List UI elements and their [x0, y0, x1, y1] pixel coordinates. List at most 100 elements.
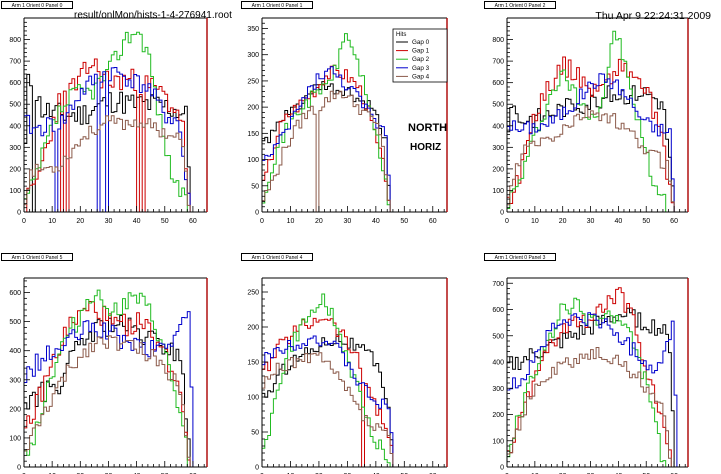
- y-tick-label: 600: [9, 290, 21, 297]
- panel-title-box: [1, 1, 73, 9]
- x-tick-label: 40: [614, 218, 622, 225]
- panel-title: Arm 1 Orient 0 Panel 0: [12, 3, 63, 9]
- series-line-gap-1: [507, 56, 680, 212]
- x-tick-label: 60: [189, 218, 197, 225]
- series-line-gap-1: [262, 317, 394, 467]
- y-tick-label: 100: [247, 157, 259, 164]
- x-tick-label: 50: [161, 218, 169, 225]
- series-line-gap-4: [262, 352, 394, 467]
- series-line-gap-0: [507, 85, 680, 212]
- y-tick-label: 300: [247, 52, 259, 59]
- y-tick-label: 200: [247, 325, 259, 332]
- x-tick-label: 60: [670, 218, 678, 225]
- legend-entry: Gap 4: [412, 73, 430, 80]
- y-tick-label: 700: [492, 281, 504, 288]
- series-line-gap-4: [24, 115, 199, 212]
- x-tick-label: 50: [400, 218, 408, 225]
- series-line-gap-3: [24, 311, 199, 467]
- y-tick-label: 600: [492, 80, 504, 87]
- y-tick-label: 250: [247, 78, 259, 85]
- series-line-gap-3: [262, 335, 394, 467]
- y-tick-label: 400: [9, 123, 21, 130]
- x-tick-label: 30: [343, 218, 351, 225]
- x-tick-label: 20: [76, 218, 84, 225]
- y-tick-label: 300: [492, 386, 504, 393]
- x-tick-label: 30: [105, 218, 113, 225]
- x-tick-label: 0: [260, 218, 264, 225]
- y-tick-label: 400: [492, 123, 504, 130]
- y-tick-label: 500: [9, 102, 21, 109]
- panel-title-box: [484, 253, 556, 261]
- series-group: [262, 33, 393, 212]
- legend-box: [392, 28, 448, 83]
- legend-entry: Gap 0: [412, 39, 430, 46]
- series-group: [507, 287, 680, 467]
- y-tick-label: 0: [255, 465, 259, 472]
- legend-entry: Gap 3: [412, 65, 430, 72]
- timestamp: Thu Apr 9 22:24:31 2009: [595, 10, 711, 22]
- series-line-gap-0: [24, 315, 199, 467]
- x-tick-label: 0: [505, 218, 509, 225]
- series-line-gap-3: [507, 312, 680, 467]
- y-tick-label: 800: [9, 37, 21, 44]
- panel-title-box: [241, 1, 313, 9]
- y-tick-label: 150: [247, 360, 259, 367]
- series-line-gap-4: [507, 347, 680, 467]
- y-tick-label: 50: [251, 183, 259, 190]
- y-tick-label: 200: [492, 166, 504, 173]
- panel-title: Arm 1 Orient 0 Panel 4: [252, 255, 303, 261]
- y-tick-label: 500: [492, 333, 504, 340]
- y-tick-label: 50: [251, 430, 259, 437]
- y-tick-label: 100: [247, 395, 259, 402]
- series-line-gap-2: [262, 293, 393, 467]
- y-tick-label: 700: [9, 59, 21, 66]
- x-tick-label: 20: [315, 218, 323, 225]
- y-tick-label: 500: [9, 319, 21, 326]
- y-tick-label: 200: [247, 105, 259, 112]
- hist-panel: Arm 1 Orient 0 Panel 0 0 10 20 30 40 50 600 100 2…: [1, 1, 208, 225]
- y-tick-label: 600: [492, 307, 504, 314]
- y-tick-label: 0: [255, 210, 259, 217]
- y-tick-label: 300: [9, 377, 21, 384]
- series-line-gap-4: [262, 90, 393, 212]
- series-line-gap-2: [24, 31, 199, 212]
- y-tick-label: 100: [492, 188, 504, 195]
- horiz-label: HORIZ: [410, 142, 442, 153]
- series-line-gap-2: [507, 30, 680, 212]
- x-tick-label: 0: [22, 218, 26, 225]
- y-tick-label: 300: [492, 145, 504, 152]
- series-line-gap-4: [507, 106, 680, 212]
- panel-title: Arm 1 Orient 0 Panel 2: [495, 3, 546, 9]
- series-group: [24, 31, 199, 212]
- y-tick-label: 600: [9, 80, 21, 87]
- y-tick-label: 700: [492, 59, 504, 66]
- y-tick-label: 100: [9, 188, 21, 195]
- y-tick-label: 0: [500, 465, 504, 472]
- y-tick-label: 0: [17, 465, 21, 472]
- y-tick-label: 250: [247, 290, 259, 297]
- legend-title: Hits: [396, 32, 406, 38]
- x-tick-label: 10: [287, 218, 295, 225]
- x-tick-label: 10: [48, 218, 56, 225]
- x-tick-label: 30: [587, 218, 595, 225]
- y-tick-label: 200: [9, 166, 21, 173]
- y-tick-label: 500: [492, 102, 504, 109]
- legend-entry: Gap 1: [412, 48, 430, 55]
- panel-title-box: [241, 253, 313, 261]
- series-line-gap-0: [507, 307, 680, 467]
- hist-panel: Arm 1 Orient 0 Panel 1 0 10 20 30 40 50 60 0 50 10…: [241, 1, 448, 225]
- x-tick-label: 40: [133, 218, 141, 225]
- series-line-gap-3: [507, 73, 680, 212]
- hist-panel: Arm 1 Orient 0 Panel 20 10 20 30 40 50 6001002…: [484, 1, 689, 225]
- panel-title-box: [1, 253, 73, 261]
- x-tick-label: 60: [429, 218, 437, 225]
- y-tick-label: 400: [492, 360, 504, 367]
- north-label: NORTH: [408, 122, 448, 134]
- x-tick-label: 10: [531, 218, 539, 225]
- y-tick-label: 350: [247, 26, 259, 33]
- series-line-gap-1: [24, 58, 199, 212]
- hist-panel: Arm 1 Orient 0 Panel 3010203040506001002…: [484, 253, 689, 474]
- series-line-gap-2: [24, 289, 199, 467]
- y-tick-label: 400: [9, 348, 21, 355]
